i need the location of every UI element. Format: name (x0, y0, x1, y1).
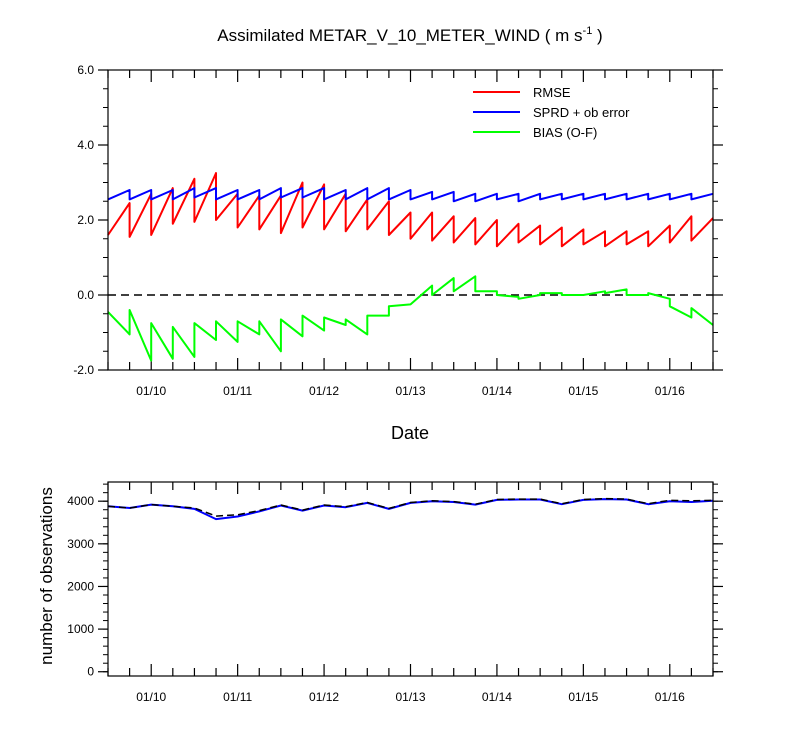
y-tick-label: 6.0 (77, 63, 94, 77)
x-axis-title: Date (391, 423, 429, 443)
bottom-x-tick-labels: 01/10 01/11 01/12 01/13 01/14 01/15 01/16 (136, 690, 685, 704)
bottom-series (107, 497, 714, 521)
x-tick-label: 01/10 (136, 384, 166, 398)
top-x-tick-labels: 01/10 01/11 01/12 01/13 01/14 01/15 01/16 (136, 384, 685, 398)
y-tick-label: 4.0 (77, 138, 94, 152)
x-tick-label: 01/11 (223, 690, 252, 704)
top-plot-frame (107, 69, 714, 371)
y-tick-label: 3000 (67, 537, 94, 551)
x-tick-label: 01/13 (395, 690, 425, 704)
top-series (107, 172, 714, 362)
x-tick-label: 01/14 (482, 384, 512, 398)
x-tick-label: 01/12 (309, 384, 339, 398)
bottom-ticks (98, 482, 723, 676)
x-tick-label: 01/15 (568, 384, 598, 398)
top-y-tick-labels: -2.0 0.0 2.0 4.0 6.0 (73, 63, 94, 377)
legend-label-bias: BIAS (O-F) (533, 125, 597, 140)
y-tick-label: 0.0 (77, 288, 94, 302)
legend-label-rmse: RMSE (533, 85, 571, 100)
title-superscript: -1 (583, 25, 593, 37)
series-line-rmse (107, 172, 714, 248)
x-tick-label: 01/11 (223, 384, 252, 398)
y-tick-label: 0 (87, 665, 94, 679)
series-line-bias (107, 275, 714, 362)
x-tick-label: 01/13 (395, 384, 425, 398)
legend-label-sprd: SPRD + ob error (533, 105, 630, 120)
bottom-y-tick-labels: 0 1000 2000 3000 4000 (67, 494, 94, 679)
top-ticks (98, 69, 723, 371)
y-tick-label: 1000 (67, 622, 94, 636)
x-tick-label: 01/10 (136, 690, 166, 704)
y-tick-label: -2.0 (73, 363, 94, 377)
x-tick-label: 01/16 (655, 384, 685, 398)
x-tick-label: 01/12 (309, 690, 339, 704)
bottom-plot-frame (107, 481, 714, 677)
series-line-possible (107, 497, 714, 517)
series-line-sprd (107, 187, 714, 203)
y-axis-title-observations: number of observations (37, 487, 56, 665)
y-tick-label: 2.0 (77, 213, 94, 227)
x-tick-label: 01/14 (482, 690, 512, 704)
y-tick-label: 2000 (67, 579, 94, 593)
x-tick-label: 01/16 (655, 690, 685, 704)
y-tick-label: 4000 (67, 494, 94, 508)
chart-title: Assimilated METAR_V_10_METER_WIND ( m s-… (217, 25, 602, 45)
legend: RMSE SPRD + ob error BIAS (O-F) (473, 85, 630, 140)
top-panel: -2.00.02.04.06.0 01/10 01/11 01/12 01/13 01/… (73, 63, 723, 443)
x-tick-label: 01/15 (568, 690, 598, 704)
